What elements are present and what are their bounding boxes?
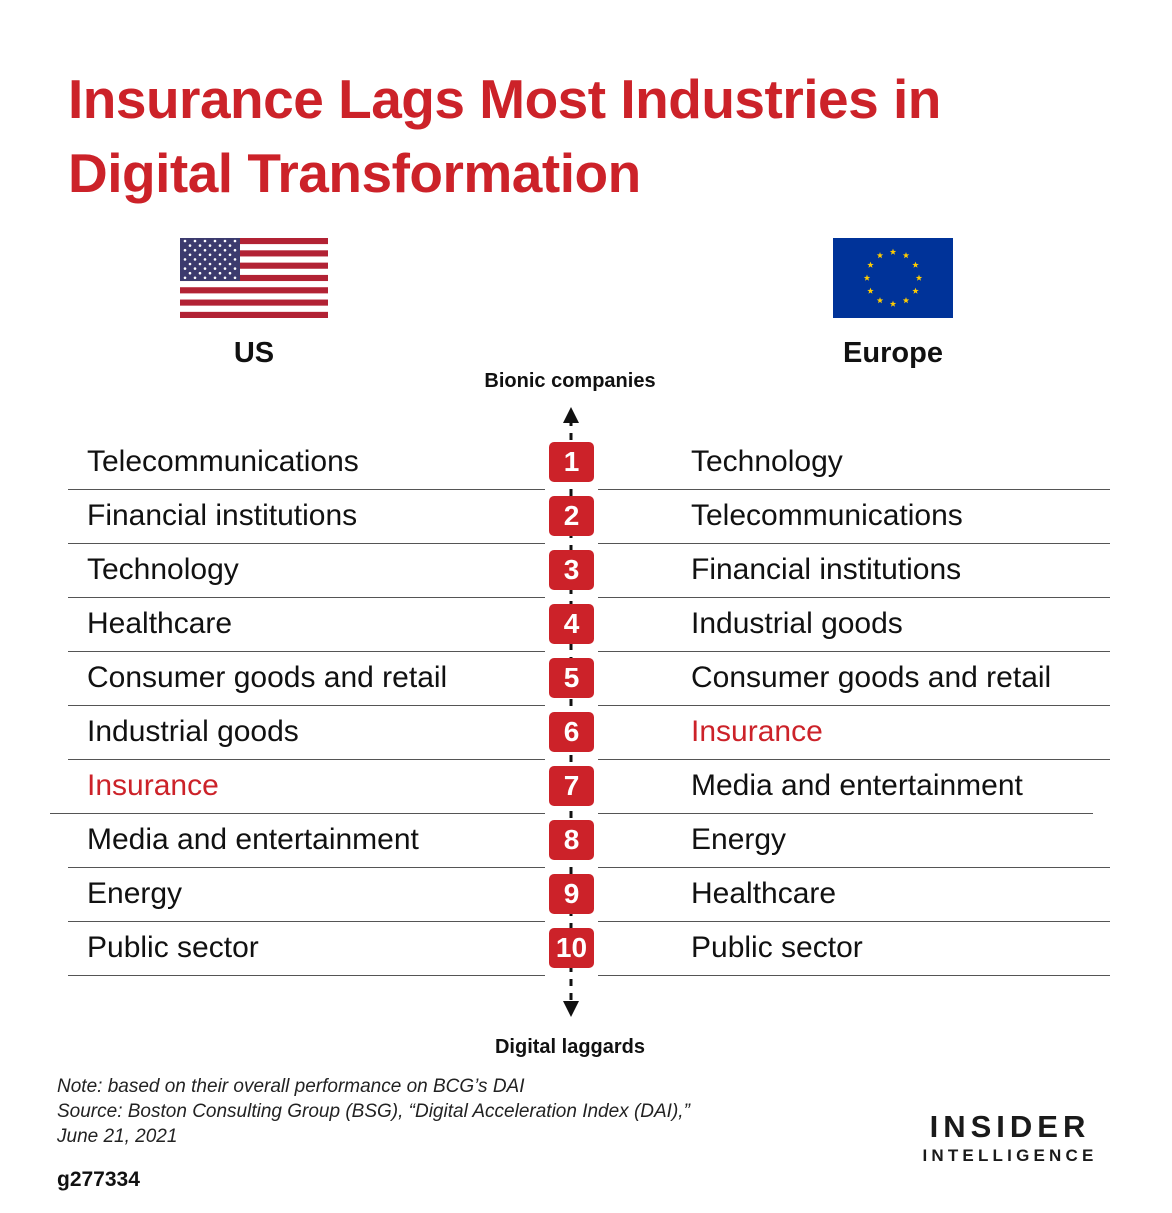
- us-industry: Healthcare: [87, 607, 233, 640]
- europe-industry: Telecommunications: [691, 499, 963, 532]
- axis-bottom-label: Digital laggards: [494, 1036, 646, 1058]
- us-industry: Insurance: [87, 769, 219, 802]
- rank-badge: 10: [549, 928, 594, 968]
- axis-down-arrow-icon: [563, 1001, 579, 1017]
- ranking-row: Energy 9 Healthcare: [0, 870, 1172, 924]
- us-industry: Energy: [87, 877, 183, 910]
- source-text-line-1: Source: Boston Consulting Group (BSG), “…: [57, 1101, 690, 1122]
- ranking-row: Technology 3 Financial institutions: [0, 546, 1172, 600]
- row-divider: [598, 543, 1110, 544]
- row-divider: [598, 759, 1110, 760]
- row-divider: [68, 759, 545, 760]
- europe-industry: Technology: [691, 445, 843, 478]
- us-industry: Telecommunications: [87, 445, 359, 478]
- us-flag-icon: [180, 238, 328, 318]
- rank-badge: 1: [549, 442, 594, 482]
- row-divider: [68, 975, 545, 976]
- region-label-us: US: [233, 337, 275, 369]
- rank-badge: 5: [549, 658, 594, 698]
- europe-industry: Insurance: [691, 715, 823, 748]
- ranking-row: Public sector 10 Public sector: [0, 924, 1172, 978]
- row-divider: [68, 597, 545, 598]
- europe-industry: Consumer goods and retail: [691, 661, 1052, 694]
- us-industry: Technology: [87, 553, 239, 586]
- rank-badge: 6: [549, 712, 594, 752]
- note-text: Note: based on their overall performance…: [57, 1076, 525, 1097]
- ranking-axis: [563, 407, 579, 1017]
- rank-badge: 7: [549, 766, 594, 806]
- ranking-row: Industrial goods 6 Insurance: [0, 708, 1172, 762]
- rank-badge: 4: [549, 604, 594, 644]
- ranking-row: Insurance 7 Media and entertainment: [0, 762, 1172, 816]
- row-divider: [68, 921, 545, 922]
- row-divider: [68, 867, 545, 868]
- us-industry: Financial institutions: [87, 499, 358, 532]
- row-divider: [598, 705, 1110, 706]
- europe-industry: Public sector: [691, 931, 863, 964]
- brand-logo-line-2: INTELLIGENCE: [922, 1146, 1098, 1165]
- page-title: Insurance Lags Most Industries in Digita…: [68, 68, 941, 204]
- europe-industry: Healthcare: [691, 877, 837, 910]
- row-divider: [598, 597, 1110, 598]
- us-industry: Media and entertainment: [87, 823, 419, 856]
- us-industry: Public sector: [87, 931, 259, 964]
- europe-industry: Energy: [691, 823, 787, 856]
- ranking-row: Telecommunications 1 Technology: [0, 438, 1172, 492]
- row-divider: [598, 975, 1110, 976]
- row-divider: [68, 705, 545, 706]
- eu-flag-icon: [833, 238, 953, 318]
- row-divider: [598, 651, 1110, 652]
- europe-industry: Media and entertainment: [691, 769, 1023, 802]
- row-divider: [68, 543, 545, 544]
- axis-up-arrow-icon: [563, 407, 579, 423]
- row-divider: [598, 813, 1093, 814]
- ranking-row: Financial institutions 2 Telecommunication…: [0, 492, 1172, 546]
- row-divider: [50, 813, 545, 814]
- ranking-row: Consumer goods and retail 5 Consumer goods…: [0, 654, 1172, 708]
- axis-top-label: Bionic companies: [484, 370, 656, 392]
- rank-badge: 2: [549, 496, 594, 536]
- ranking-row: Media and entertainment 8 Energy: [0, 816, 1172, 870]
- row-divider: [598, 867, 1110, 868]
- brand-logo: INSIDER INTELLIGENCE: [905, 1108, 1115, 1166]
- chart-code: g277334: [57, 1168, 140, 1191]
- row-divider: [68, 651, 545, 652]
- footer-note: Note: based on their overall performance…: [57, 1074, 690, 1149]
- rank-badge: 3: [549, 550, 594, 590]
- ranking-row: Healthcare 4 Industrial goods: [0, 600, 1172, 654]
- row-divider: [598, 921, 1110, 922]
- europe-industry: Financial institutions: [691, 553, 962, 586]
- us-industry: Industrial goods: [87, 715, 299, 748]
- rank-badge: 8: [549, 820, 594, 860]
- rank-badge: 9: [549, 874, 594, 914]
- us-industry: Consumer goods and retail: [87, 661, 448, 694]
- europe-industry: Industrial goods: [691, 607, 903, 640]
- region-label-europe: Europe: [843, 337, 943, 369]
- row-divider: [598, 489, 1110, 490]
- source-text-line-2: June 21, 2021: [57, 1126, 178, 1147]
- row-divider: [68, 489, 545, 490]
- brand-logo-line-1: INSIDER: [929, 1109, 1091, 1144]
